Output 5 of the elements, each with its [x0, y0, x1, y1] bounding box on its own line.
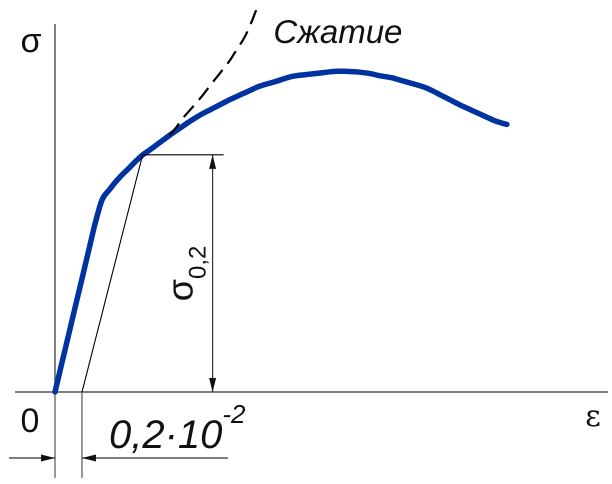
- text: 0,2·10$^{-2}$: [108, 399, 246, 457]
- y-axis-title: σ: [20, 22, 42, 60]
- series-label: Сжатие: [273, 13, 402, 50]
- x-axis-title: ε: [585, 399, 601, 434]
- text: 0: [20, 402, 40, 440]
